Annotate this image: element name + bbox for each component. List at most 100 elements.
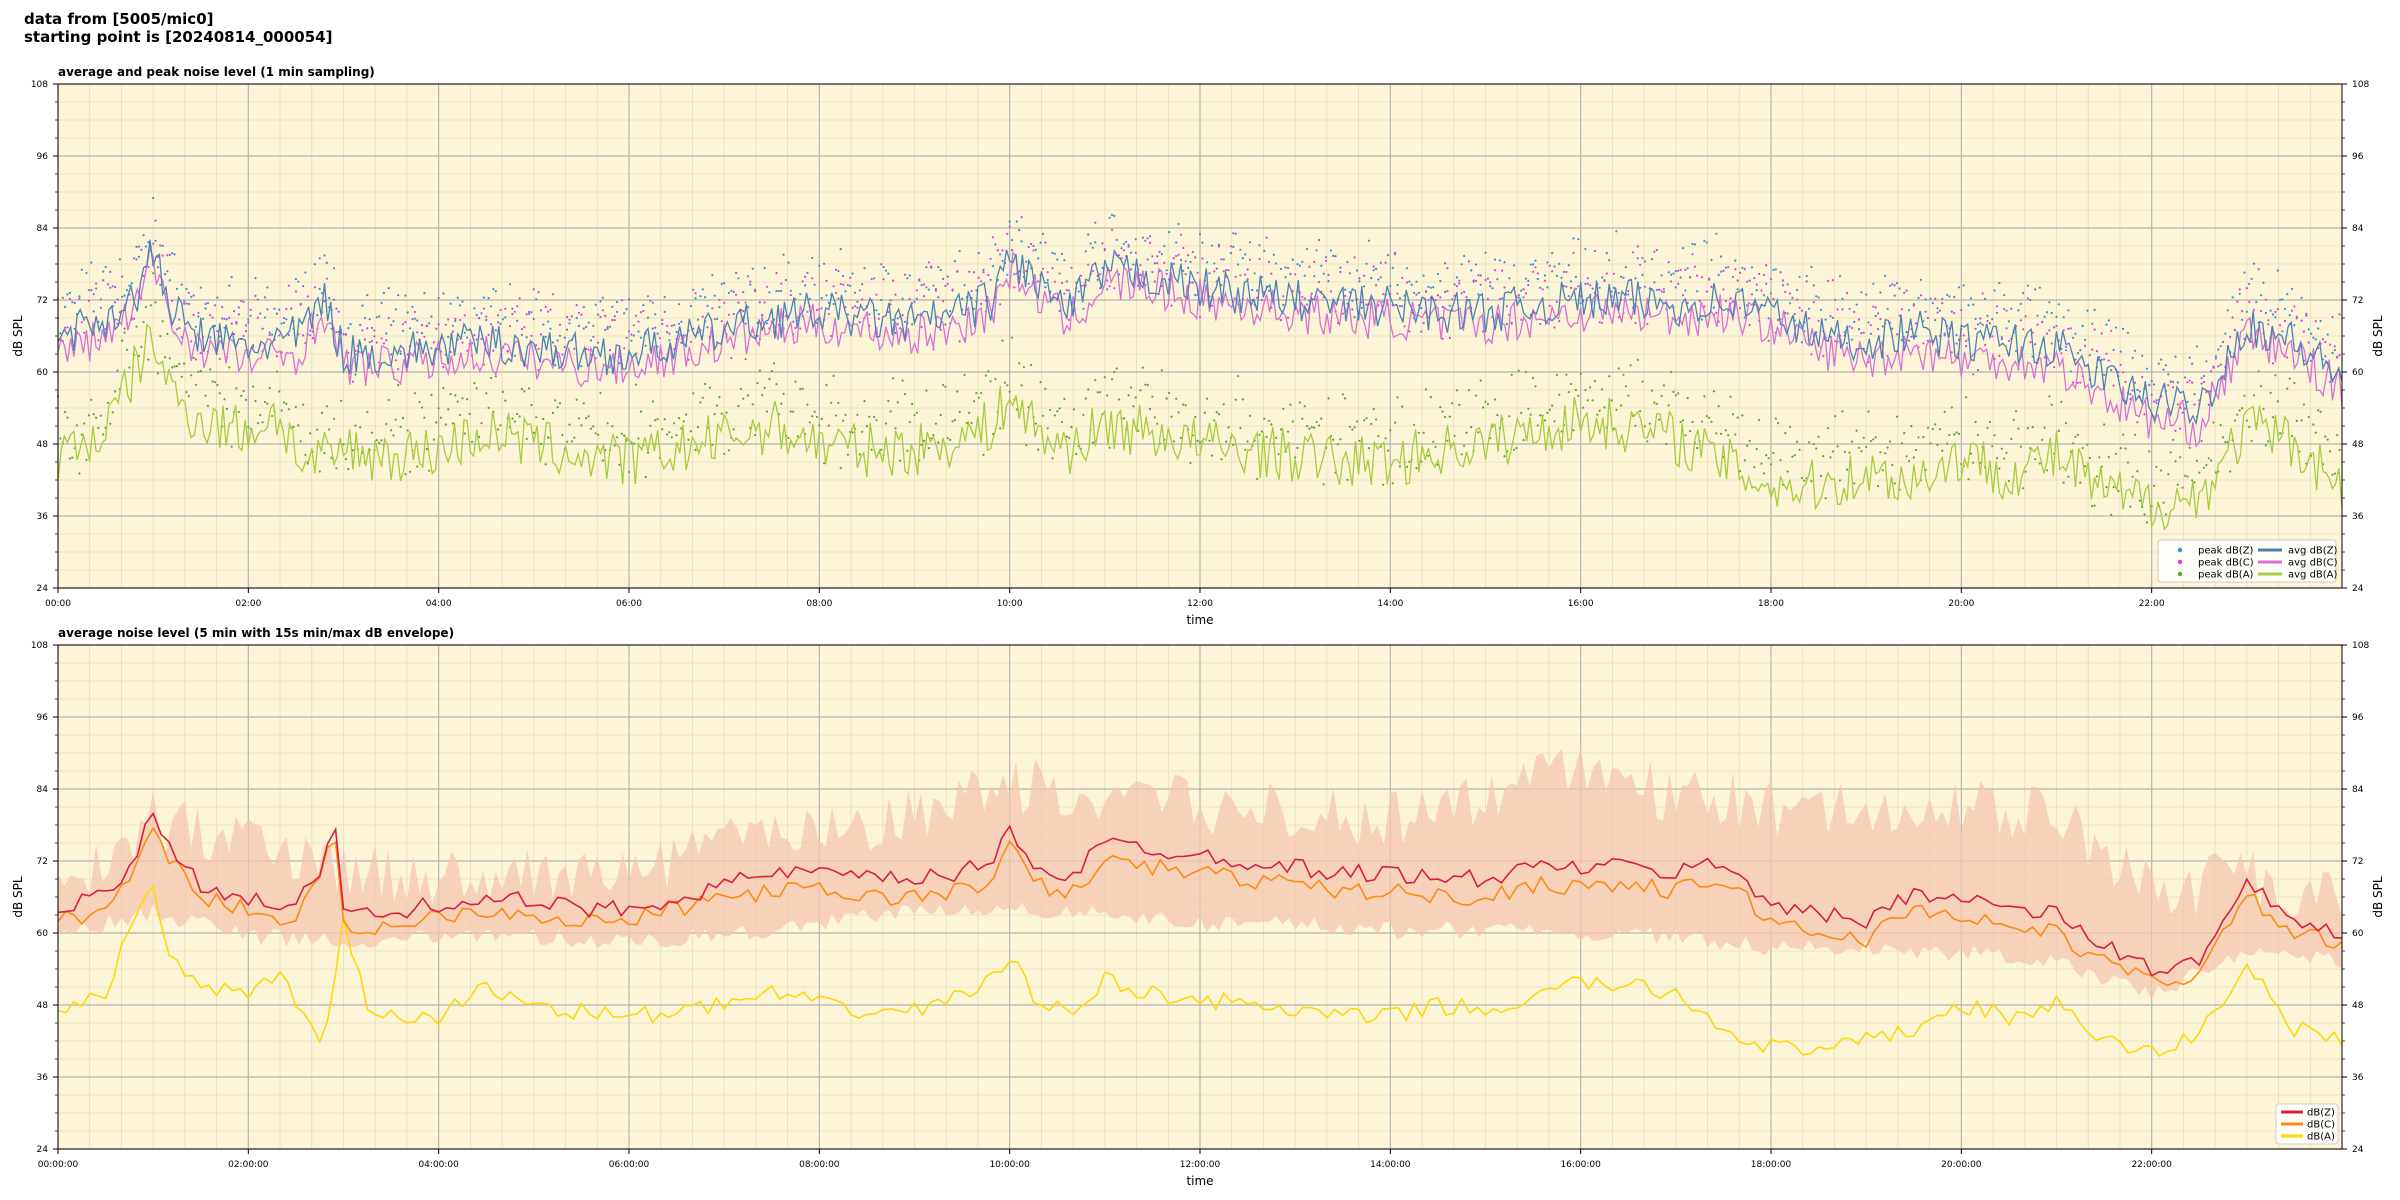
peak-point <box>2084 338 2087 341</box>
peak-point <box>1163 245 1166 248</box>
peak-point <box>499 322 502 325</box>
peak-point <box>1503 286 1506 289</box>
peak-point <box>1417 431 1420 434</box>
peak-point <box>934 289 938 292</box>
peak-point <box>1165 397 1168 400</box>
peak-point <box>580 313 583 316</box>
peak-point <box>2112 384 2115 387</box>
peak-point <box>1969 297 1972 300</box>
peak-point <box>1213 419 1216 422</box>
peak-point <box>1567 295 1570 298</box>
peak-point <box>397 368 400 371</box>
peak-point <box>1724 266 1727 269</box>
peak-point <box>411 305 414 308</box>
peak-point <box>813 410 816 413</box>
peak-point <box>1246 440 1249 443</box>
peak-point <box>1536 424 1539 427</box>
peak-point <box>125 348 129 351</box>
peak-point <box>311 337 314 340</box>
peak-point <box>685 413 688 416</box>
peak-point <box>927 261 930 264</box>
peak-point <box>321 292 324 295</box>
peak-point <box>1120 247 1123 250</box>
peak-point <box>1548 264 1551 267</box>
peak-point <box>1179 258 1183 262</box>
peak-point <box>946 437 949 440</box>
peak-point <box>737 405 740 408</box>
peak-point <box>951 288 954 291</box>
peak-point <box>801 280 804 283</box>
peak-point <box>1943 334 1946 337</box>
peak-point <box>2019 319 2022 322</box>
peak-point <box>164 356 167 359</box>
peak-point <box>1358 277 1361 280</box>
peak-point <box>2129 393 2132 396</box>
peak-point <box>363 338 366 341</box>
peak-point <box>1339 266 1342 269</box>
peak-point <box>1667 261 1670 264</box>
peak-point <box>1798 275 1801 278</box>
peak-point <box>306 295 309 298</box>
peak-point <box>632 442 635 445</box>
peak-point <box>1148 241 1152 244</box>
peak-point <box>216 330 219 333</box>
peak-point <box>1177 411 1180 414</box>
peak-point <box>1929 297 1932 300</box>
peak-point <box>1108 446 1111 449</box>
peak-point <box>1060 252 1064 255</box>
peak-point <box>1056 299 1059 302</box>
peak-point <box>1139 273 1142 276</box>
peak-point <box>732 312 735 316</box>
peak-point <box>1141 236 1144 239</box>
peak-point <box>1660 290 1663 293</box>
peak-point <box>1527 407 1530 410</box>
peak-point <box>1700 318 1704 321</box>
peak-point <box>418 400 421 404</box>
legend-box <box>2157 539 2337 583</box>
peak-point <box>1567 264 1570 267</box>
peak-point <box>2202 375 2206 378</box>
peak-point <box>1289 403 1292 406</box>
peak-point <box>2088 456 2091 460</box>
peak-point <box>494 290 497 293</box>
peak-point <box>2264 298 2267 301</box>
peak-point <box>432 341 435 344</box>
peak-point <box>135 258 138 261</box>
peak-point <box>775 272 778 275</box>
peak-point <box>2000 447 2003 450</box>
peak-point <box>416 465 419 468</box>
peak-point <box>2053 366 2056 369</box>
peak-point <box>454 319 457 323</box>
peak-point <box>1327 397 1330 400</box>
peak-point <box>746 306 750 309</box>
y-tick-label: 96 <box>37 713 49 723</box>
peak-point <box>1320 417 1323 420</box>
peak-point <box>1760 462 1763 465</box>
peak-point <box>1724 429 1727 432</box>
peak-point <box>1208 439 1211 442</box>
peak-point <box>230 276 233 279</box>
peak-point <box>599 300 602 303</box>
peak-point <box>297 280 300 283</box>
peak-point <box>2105 486 2108 489</box>
axes-frame <box>57 83 2343 589</box>
peak-point <box>2157 362 2160 365</box>
peak-point <box>228 284 231 287</box>
y-tick-label-right: 84 <box>2352 785 2364 795</box>
peak-point <box>1976 369 1980 372</box>
peak-point <box>1693 243 1696 246</box>
peak-point <box>1184 404 1187 407</box>
peak-point <box>1196 271 1199 274</box>
peak-point <box>597 341 600 344</box>
peak-point <box>1367 239 1370 242</box>
peak-point <box>492 288 495 291</box>
peak-point <box>206 404 209 407</box>
y-tick-label-right: 24 <box>2352 1145 2364 1155</box>
peak-point <box>1907 460 1911 463</box>
legend-label: dB(C) <box>2307 1120 2335 1131</box>
peak-point <box>1855 429 1858 432</box>
peak-point <box>244 324 248 327</box>
peak-point <box>1579 372 1582 375</box>
peak-point <box>1484 400 1487 403</box>
peak-point <box>637 330 640 333</box>
